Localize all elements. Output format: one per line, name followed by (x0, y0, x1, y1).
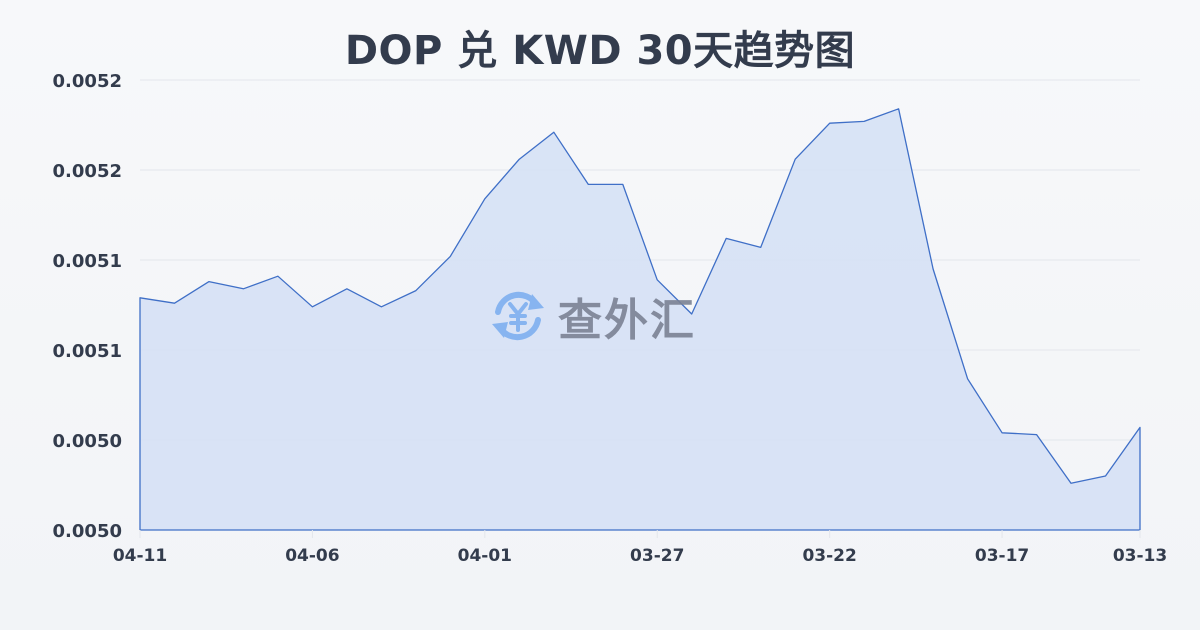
y-tick-label: 0.0051 (53, 251, 122, 272)
watermark-text: 查外汇 (558, 295, 696, 346)
y-tick-label: 0.0050 (53, 521, 122, 542)
x-tick-label: 03-17 (975, 546, 1029, 566)
x-tick-label: 04-01 (458, 546, 512, 566)
x-tick-label: 03-13 (1113, 546, 1167, 566)
y-axis: 0.0052 0.0052 0.0051 0.0051 0.0050 0.0050 (53, 71, 122, 542)
x-axis: 04-11 04-06 04-01 03-27 03-22 03-17 03-13 (113, 530, 1167, 566)
chart-title: DOP 兑 KWD 30天趋势图 (344, 28, 856, 74)
series-line (139, 108, 1141, 531)
x-tick-label: 04-06 (285, 546, 339, 566)
y-tick-label: 0.0052 (53, 161, 122, 182)
y-tick-label: 0.0052 (53, 71, 122, 92)
y-tick-label: 0.0050 (53, 431, 122, 452)
x-tick-label: 03-27 (630, 546, 684, 566)
yen-exchange-icon (492, 291, 544, 341)
x-tick-label: 04-11 (113, 546, 167, 566)
x-tick-label: 03-22 (802, 546, 856, 566)
y-tick-label: 0.0051 (53, 341, 122, 362)
area-fill (140, 108, 1140, 531)
watermark: 查外汇 (488, 284, 696, 348)
